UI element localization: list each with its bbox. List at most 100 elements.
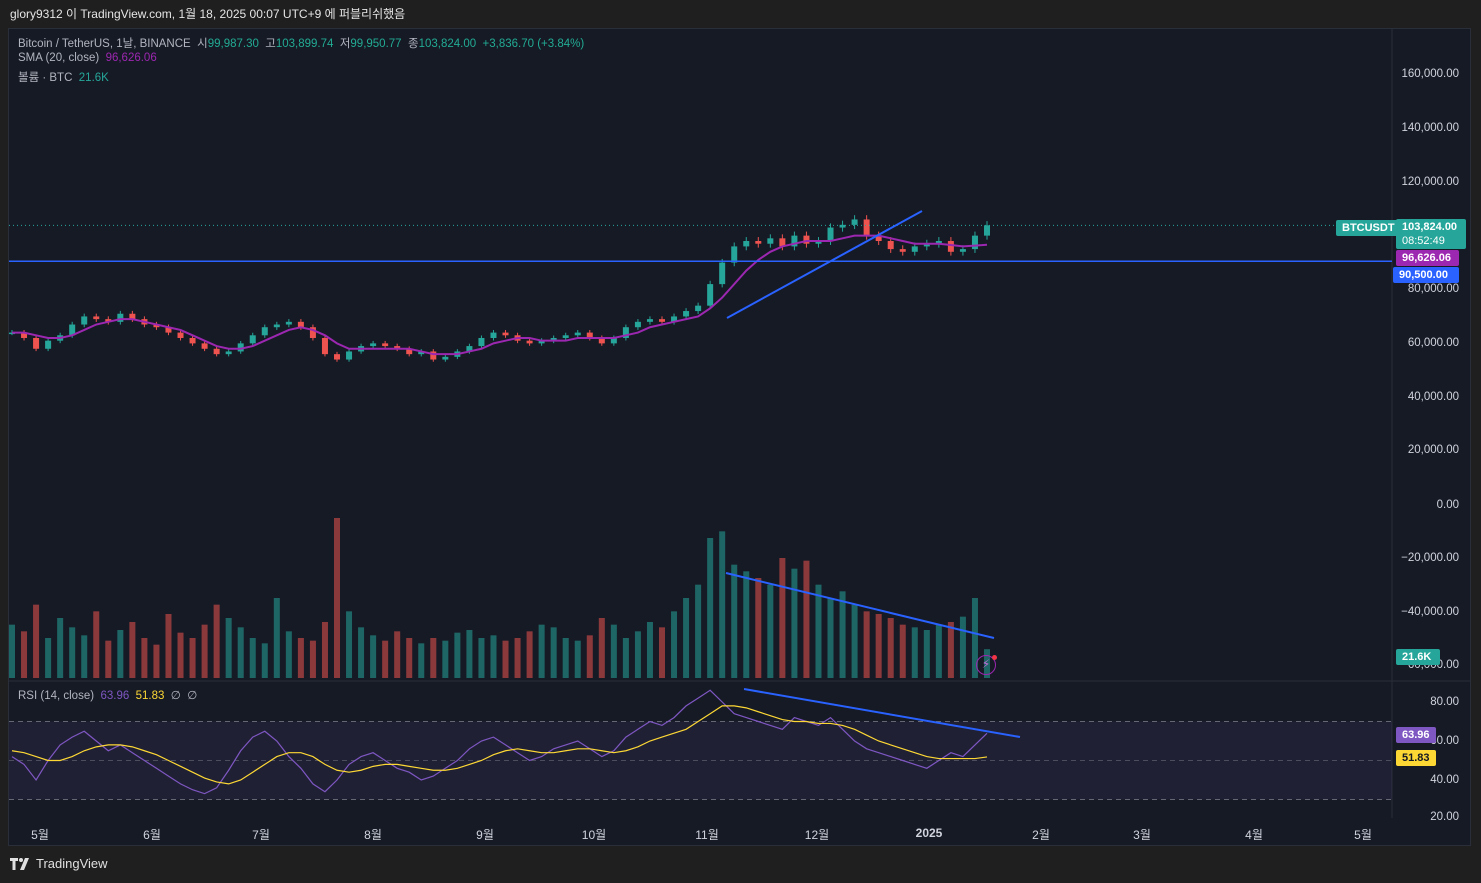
volume-bar bbox=[959, 616, 966, 678]
time-tick: 2월 bbox=[1032, 828, 1050, 842]
change-value: +3,836.70 (+3.84%) bbox=[482, 38, 585, 50]
candle-body bbox=[719, 262, 726, 285]
volume-label: 볼륨 · BTC bbox=[18, 72, 73, 84]
volume-bar bbox=[899, 624, 906, 678]
close-value: 103,824.00 bbox=[418, 38, 477, 50]
symbol-tag: BTCUSDT bbox=[1336, 220, 1401, 236]
volume-bar bbox=[791, 568, 798, 678]
time-tick: 11월 bbox=[695, 828, 719, 842]
volume-bar bbox=[285, 631, 292, 678]
candle-body bbox=[490, 332, 497, 338]
price-tick: 0.00 bbox=[1436, 499, 1459, 511]
volume-bar bbox=[33, 604, 40, 678]
candle-body bbox=[321, 337, 328, 355]
rsi-tag: 63.96 bbox=[1396, 727, 1436, 743]
volume-tag: 21.6K bbox=[1396, 649, 1440, 665]
candle-body bbox=[33, 337, 40, 349]
candle-body bbox=[249, 335, 256, 344]
volume-bar bbox=[430, 638, 437, 678]
candle-body bbox=[273, 324, 280, 328]
candle-body bbox=[923, 243, 930, 247]
footer-brand[interactable]: TradingView bbox=[10, 856, 108, 871]
rsi-tick: 40.00 bbox=[1430, 774, 1459, 786]
candle-body bbox=[526, 340, 533, 344]
volume-bar bbox=[334, 518, 340, 678]
volume-bar bbox=[803, 560, 810, 678]
candle-body bbox=[213, 348, 220, 355]
time-tick: 4월 bbox=[1245, 828, 1263, 842]
symbol-legend: Bitcoin / TetherUS, 1날, BINANCE 시99,987.… bbox=[18, 35, 584, 51]
sma-line bbox=[12, 234, 988, 356]
candle-body bbox=[129, 313, 136, 320]
rsi-line bbox=[11, 689, 988, 795]
candle-body bbox=[767, 238, 774, 244]
volume-bar bbox=[839, 591, 846, 678]
volume-bar bbox=[442, 640, 449, 678]
symbol-title[interactable]: Bitcoin / TetherUS, 1날, BINANCE bbox=[18, 38, 191, 50]
volume-bar bbox=[731, 564, 738, 678]
candle-body bbox=[105, 319, 112, 322]
volume-bar bbox=[21, 631, 28, 678]
candle-body bbox=[81, 316, 88, 325]
footer-brand-text: TradingView bbox=[36, 856, 108, 871]
volume-bar bbox=[827, 598, 834, 678]
bar-countdown: 08:52:49 bbox=[1402, 235, 1445, 247]
volume-bar bbox=[755, 578, 762, 678]
volume-bar bbox=[815, 584, 822, 678]
candle-body bbox=[683, 311, 690, 317]
volume-bar bbox=[9, 624, 15, 678]
volume-legend[interactable]: 볼륨 · BTC 21.6K bbox=[18, 69, 109, 85]
candle-body bbox=[610, 337, 617, 344]
price-tick: 120,000.00 bbox=[1401, 176, 1459, 188]
rsi-legend[interactable]: RSI (14, close) 63.96 51.83 ∅ ∅ bbox=[18, 688, 197, 702]
price-tick: 60,000.00 bbox=[1407, 337, 1459, 349]
candle-body bbox=[285, 321, 292, 325]
volume-bar bbox=[574, 640, 581, 678]
candle-body bbox=[875, 235, 882, 242]
candle-body bbox=[574, 332, 581, 336]
volume-bar bbox=[767, 584, 774, 678]
lightning-icon[interactable]: ⚡ bbox=[976, 655, 996, 675]
candle-body bbox=[586, 332, 593, 338]
volume-bar bbox=[370, 635, 377, 678]
price-trendline bbox=[726, 210, 923, 319]
volume-bar bbox=[851, 604, 858, 678]
volume-bar bbox=[502, 640, 509, 678]
candle-body bbox=[899, 249, 906, 252]
volume-bar bbox=[93, 611, 100, 678]
chart-frame[interactable] bbox=[8, 28, 1471, 846]
volume-bar bbox=[129, 622, 136, 678]
sma-legend[interactable]: SMA (20, close) 96,626.06 bbox=[18, 52, 157, 64]
volume-bar bbox=[610, 624, 617, 678]
time-tick: 5월 bbox=[1354, 828, 1372, 842]
volume-bar bbox=[394, 631, 401, 678]
volume-bar bbox=[45, 638, 52, 678]
volume-bar bbox=[538, 624, 545, 678]
price-tick: 20,000.00 bbox=[1407, 444, 1459, 456]
volume-bar bbox=[695, 584, 702, 678]
volume-trendline bbox=[725, 572, 995, 639]
open-value: 99,987.30 bbox=[207, 38, 259, 50]
candle-body bbox=[851, 219, 858, 225]
open-label: 시 bbox=[197, 38, 208, 50]
candle-body bbox=[911, 246, 918, 252]
close-label: 종 bbox=[407, 38, 419, 50]
candle-body bbox=[165, 327, 172, 333]
volume-bar bbox=[526, 631, 533, 678]
candle-body bbox=[671, 316, 678, 322]
candle-body bbox=[791, 235, 798, 247]
hline-tag[interactable]: 90,500.00 bbox=[1393, 267, 1459, 283]
rsi-trendline bbox=[743, 688, 1021, 738]
candle-body bbox=[622, 327, 629, 338]
price-tick: −40,000.00 bbox=[1401, 606, 1459, 618]
volume-bar bbox=[634, 631, 641, 678]
volume-bar bbox=[237, 627, 244, 678]
candle-body bbox=[21, 332, 28, 338]
volume-bar bbox=[490, 635, 497, 678]
volume-bar bbox=[153, 644, 160, 678]
volume-bar bbox=[935, 624, 942, 678]
candle-body bbox=[634, 321, 641, 328]
volume-bar bbox=[321, 622, 328, 678]
volume-bar bbox=[875, 614, 882, 678]
